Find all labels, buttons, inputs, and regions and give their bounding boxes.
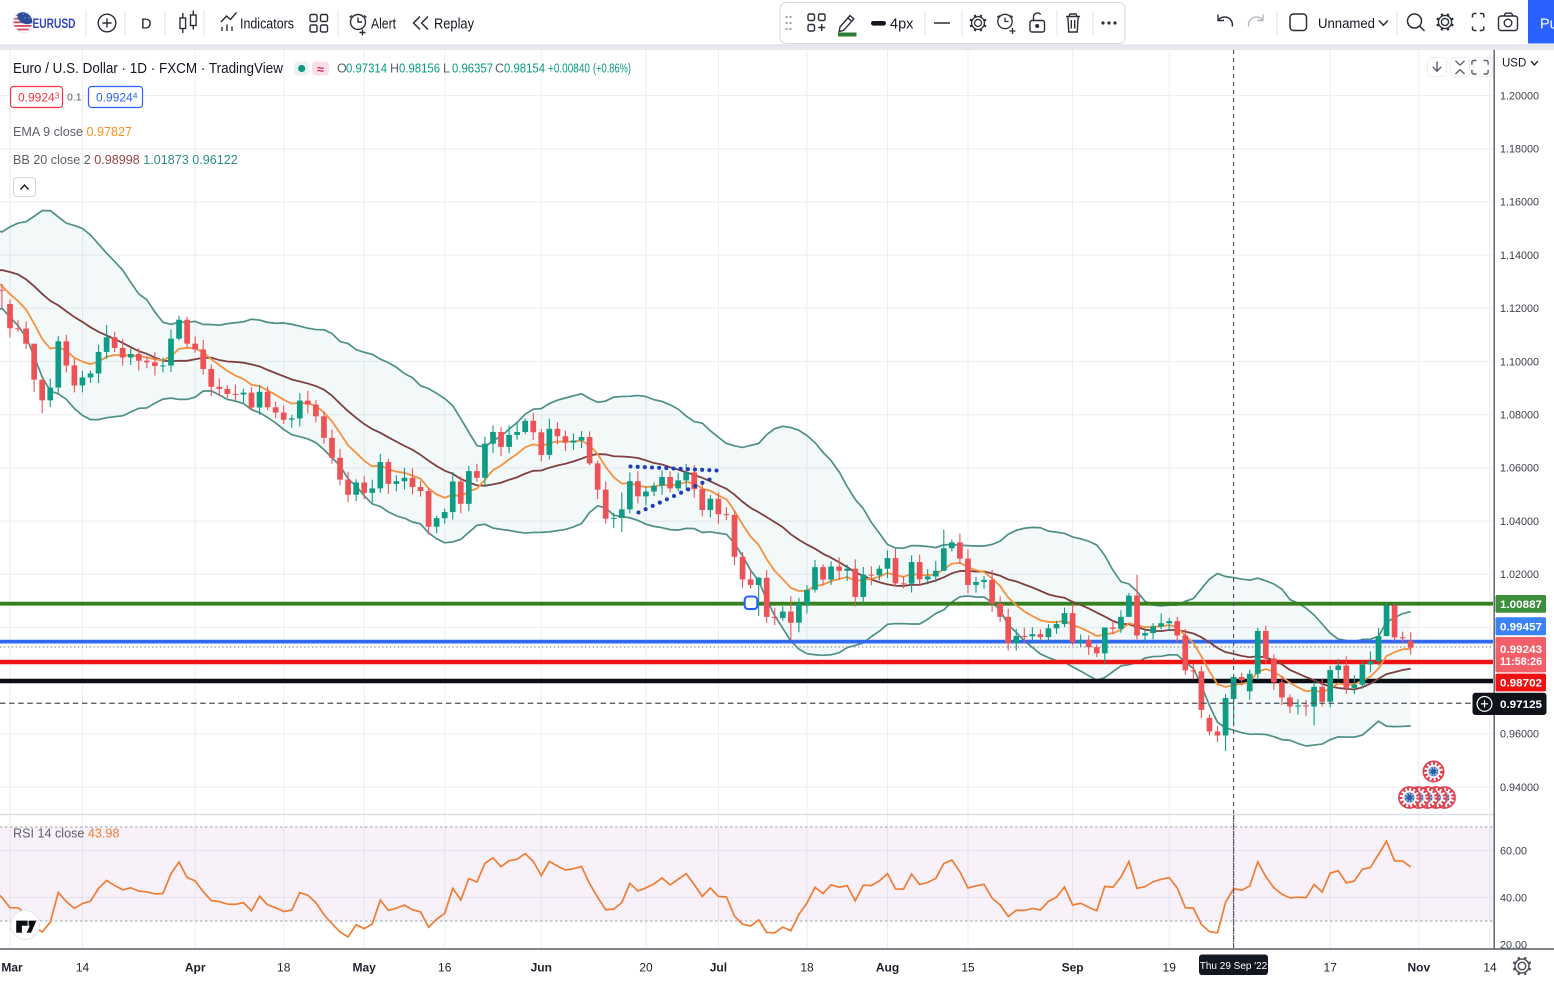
svg-text:0.99457: 0.99457 — [1500, 621, 1542, 633]
svg-text:Unnamed: Unnamed — [1318, 16, 1375, 31]
svg-text:15: 15 — [961, 961, 975, 975]
svg-text:Aug: Aug — [876, 961, 899, 975]
svg-text:1.20000: 1.20000 — [1500, 90, 1539, 102]
svg-text:Indicators: Indicators — [240, 17, 294, 33]
svg-text:Nov: Nov — [1407, 961, 1430, 975]
svg-text:Thu 29 Sep ′22: Thu 29 Sep ′22 — [1200, 961, 1268, 972]
svg-text:0.96357: 0.96357 — [452, 62, 493, 76]
svg-text:+0.00840: +0.00840 — [548, 62, 590, 76]
svg-text:18: 18 — [277, 961, 291, 975]
svg-text:1.10000: 1.10000 — [1500, 356, 1539, 368]
svg-text:11:58:26: 11:58:26 — [1500, 656, 1542, 668]
svg-text:20: 20 — [639, 961, 653, 975]
svg-text:0.97314: 0.97314 — [346, 62, 387, 76]
svg-text:EMA 9 close 0.97827: EMA 9 close 0.97827 — [13, 125, 132, 139]
svg-text:0.1: 0.1 — [67, 92, 82, 104]
svg-text:0.99244: 0.99244 — [96, 91, 138, 105]
svg-text:USD: USD — [1502, 58, 1526, 70]
svg-text:0.94000: 0.94000 — [1500, 782, 1539, 794]
svg-text:1.18000: 1.18000 — [1500, 144, 1539, 156]
svg-text:16: 16 — [438, 961, 452, 975]
svg-text:Apr: Apr — [185, 961, 206, 975]
svg-text:40.00: 40.00 — [1500, 892, 1527, 904]
svg-text:0.98154: 0.98154 — [504, 62, 545, 76]
svg-text:0.99243: 0.99243 — [1500, 644, 1542, 656]
svg-text:1.06000: 1.06000 — [1500, 463, 1539, 475]
svg-text:(+0.86%): (+0.86%) — [593, 62, 631, 76]
svg-text:Mar: Mar — [1, 961, 23, 975]
svg-text:18: 18 — [800, 961, 814, 975]
svg-text:14: 14 — [76, 961, 90, 975]
svg-text:1.08000: 1.08000 — [1500, 410, 1539, 422]
svg-text:1.00887: 1.00887 — [1500, 599, 1542, 611]
svg-text:May: May — [353, 961, 377, 975]
svg-text:D: D — [141, 17, 151, 33]
svg-text:C: C — [495, 62, 504, 76]
svg-text:H: H — [390, 62, 399, 76]
svg-text:BB 20 close 2 0.98998 1.01873: BB 20 close 2 0.98998 1.01873 0.96122 — [13, 153, 238, 167]
svg-text:≈: ≈ — [317, 63, 324, 77]
svg-text:Replay: Replay — [434, 17, 475, 33]
svg-text:0.98156: 0.98156 — [399, 62, 440, 76]
svg-text:EURUSD: EURUSD — [33, 15, 76, 31]
svg-text:O: O — [337, 62, 347, 76]
svg-text:Sep: Sep — [1062, 961, 1084, 975]
svg-text:17: 17 — [1324, 961, 1338, 975]
svg-text:0.98702: 0.98702 — [1500, 678, 1542, 690]
svg-text:Jun: Jun — [531, 961, 552, 975]
svg-text:0.97125: 0.97125 — [1500, 699, 1543, 711]
svg-text:Pu: Pu — [1540, 17, 1554, 33]
svg-text:1.12000: 1.12000 — [1500, 303, 1539, 315]
svg-text:1.02000: 1.02000 — [1500, 569, 1539, 581]
svg-text:Euro / U.S. Dollar · 1D · FXCM: Euro / U.S. Dollar · 1D · FXCM · Trading… — [13, 61, 283, 77]
svg-text:14: 14 — [1483, 961, 1497, 975]
svg-text:RSI 14 close 43.98: RSI 14 close 43.98 — [13, 827, 119, 841]
svg-text:1.04000: 1.04000 — [1500, 516, 1539, 528]
svg-text:4px: 4px — [890, 17, 914, 33]
svg-text:0.99243: 0.99243 — [18, 91, 60, 105]
svg-text:1.14000: 1.14000 — [1500, 250, 1539, 262]
svg-text:60.00: 60.00 — [1500, 845, 1527, 857]
svg-text:Alert: Alert — [371, 17, 396, 33]
svg-text:1.16000: 1.16000 — [1500, 197, 1539, 209]
svg-text:L: L — [443, 62, 450, 76]
svg-text:19: 19 — [1163, 961, 1177, 975]
svg-text:Jul: Jul — [710, 961, 727, 975]
svg-text:0.96000: 0.96000 — [1500, 729, 1539, 741]
